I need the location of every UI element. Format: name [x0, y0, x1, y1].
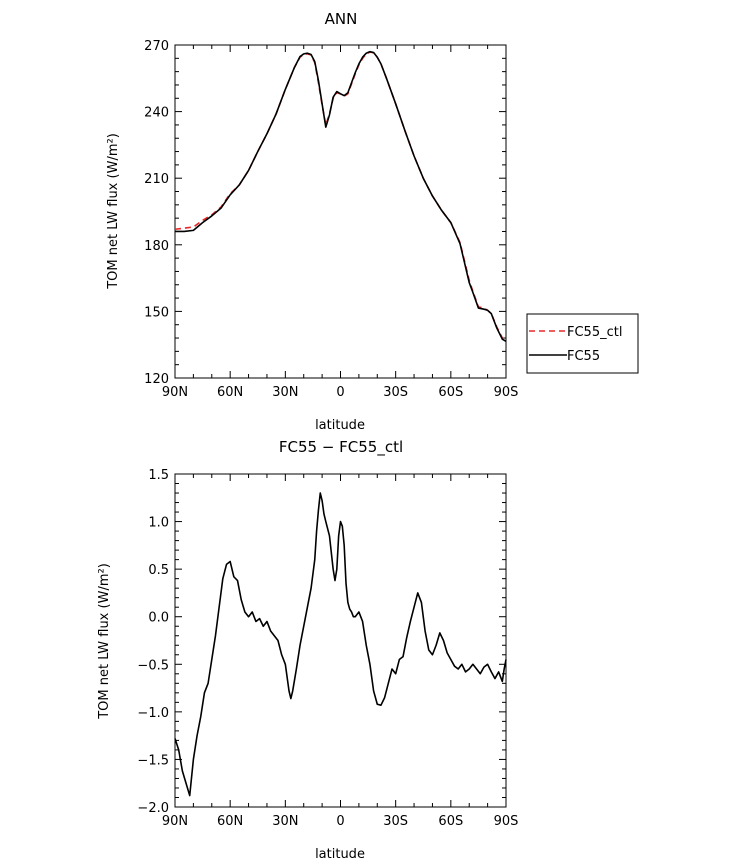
legend-label-fc55: FC55: [567, 349, 600, 364]
x-tick-label: 60S: [438, 814, 463, 829]
y-tick-label: 0.0: [148, 611, 169, 626]
top-y-axis-label: TOM net LW flux (W/m²): [106, 133, 121, 290]
series-line-fc55: [175, 50, 507, 343]
y-tick-label: 0.5: [148, 563, 169, 578]
y-tick-label: 1.0: [148, 516, 169, 531]
series-line-fc55-ctl: [174, 51, 507, 341]
x-tick-label: 90N: [162, 814, 188, 829]
legend-box: [526, 313, 639, 374]
top-panel: ANN 90N 60N 30N 0 30S 60S 90S 120 150 180 210 240 27…: [106, 10, 639, 433]
x-tick-label: 90S: [494, 814, 519, 829]
top-plot-frame: [174, 44, 507, 379]
x-tick-label: 0: [336, 385, 344, 400]
top-x-axis-label: latitude: [315, 418, 365, 433]
y-tick-label: 270: [144, 39, 169, 54]
y-tick-label: −0.5: [137, 658, 169, 673]
bottom-x-axis-label: latitude: [315, 847, 365, 862]
legend: FC55_ctl FC55: [526, 313, 639, 374]
bottom-y-axis-label: TOM net LW flux (W/m²): [97, 563, 112, 720]
x-tick-label: 30N: [272, 385, 298, 400]
x-tick-label: 90S: [494, 385, 519, 400]
top-series-lines: [174, 50, 507, 343]
y-tick-label: 210: [144, 172, 169, 187]
x-tick-label: 90N: [162, 385, 188, 400]
y-tick-label: −1.0: [137, 706, 169, 721]
x-tick-label: 60S: [438, 385, 463, 400]
bottom-panel: FC55 − FC55_ctl 90N 60N 30N 0 30S 60S 90S −2.0 −…: [97, 438, 518, 862]
x-tick-label: 60N: [217, 385, 243, 400]
x-tick-label: 60N: [217, 814, 243, 829]
x-tick-label: 30N: [272, 814, 298, 829]
x-tick-label: 0: [336, 814, 344, 829]
legend-label-ctl: FC55_ctl: [567, 325, 622, 340]
bottom-axis-ticks: 90N 60N 30N 0 30S 60S 90S −2.0 −1.5 −1.0 −0.5 0.0 0.…: [137, 468, 518, 829]
bottom-title: FC55 − FC55_ctl: [279, 438, 403, 457]
y-tick-label: 180: [144, 239, 169, 254]
y-tick-label: 120: [144, 372, 169, 387]
x-tick-label: 30S: [383, 814, 408, 829]
x-tick-label: 30S: [383, 385, 408, 400]
series-line-series-0: [174, 492, 507, 797]
top-axis-ticks: 90N 60N 30N 0 30S 60S 90S 120 150 180 210 240 270: [144, 39, 518, 400]
y-tick-label: 1.5: [148, 468, 169, 483]
y-tick-label: 240: [144, 106, 169, 121]
top-title: ANN: [325, 10, 358, 28]
y-tick-label: 150: [144, 305, 169, 320]
y-tick-label: −2.0: [137, 801, 169, 816]
y-tick-label: −1.5: [137, 753, 169, 768]
bottom-series-lines: [174, 492, 507, 797]
